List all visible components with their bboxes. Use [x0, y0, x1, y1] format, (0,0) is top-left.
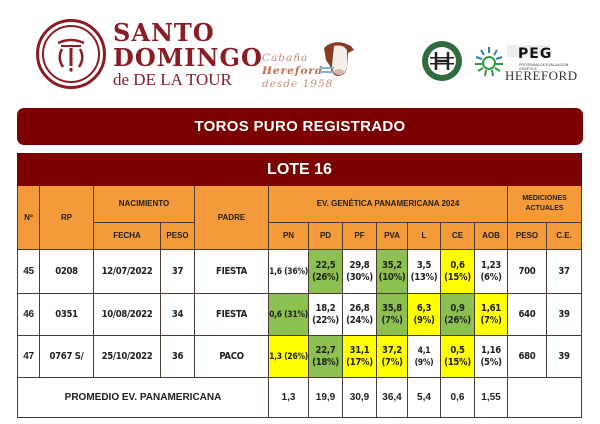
row-45-med-peso: 700	[508, 250, 547, 294]
header-mediciones-actuales: MEDICIONES ACTUALES	[508, 186, 582, 223]
cabana-hereford-logo: Cabaña Hereford desde 1958	[262, 52, 333, 91]
row-45-rp: 0208	[40, 250, 94, 294]
header-l: L	[408, 223, 441, 250]
promedio-ce: 0,6	[441, 378, 475, 418]
row-46-aob: 1,61 (7%)	[475, 294, 508, 336]
brand-title-line1: SANTO	[113, 18, 215, 47]
header-padre: PADRE	[195, 186, 269, 250]
brand-title: SANTO DOMINGO	[113, 20, 263, 70]
row-45-no: 45	[17, 250, 40, 294]
row-45-pva: 35,2 (10%)	[377, 250, 408, 294]
row-46-l: 6,3 (9%)	[408, 294, 441, 336]
row-45-aob: 1,23 (6%)	[475, 250, 508, 294]
row-46-ce: 0,9 (26%)	[441, 294, 475, 336]
promedio-pn: 1,3	[269, 378, 309, 418]
promedio-pd: 19,9	[309, 378, 343, 418]
row-47-aob: 1,16 (5%)	[475, 336, 508, 378]
header-pva: PVA	[377, 223, 408, 250]
row-47-fecha: 25/10/2022	[94, 336, 161, 378]
row-45-l: 3,5 (13%)	[408, 250, 441, 294]
row-46-no: 46	[17, 294, 40, 336]
row-46-pf: 26,8 (24%)	[343, 294, 377, 336]
row-47-rp: 0767 S/	[40, 336, 94, 378]
peg-hereford-logo-icon	[475, 45, 551, 77]
cabana-line2: Hereford	[262, 65, 324, 77]
row-47-ce: 0,5 (15%)	[441, 336, 475, 378]
row-46-pd: 18,2 (22%)	[309, 294, 343, 336]
promedio-l: 5,4	[408, 378, 441, 418]
promedio-pf: 30,9	[343, 378, 377, 418]
cabana-line1: Cabaña	[262, 52, 309, 64]
header-fecha: FECHA	[94, 223, 161, 250]
row-47-no: 47	[17, 336, 40, 378]
promedio-aob: 1,55	[475, 378, 508, 418]
promedio-pva: 36,4	[377, 378, 408, 418]
hereford-label: HEREFORD	[505, 68, 578, 83]
lote-header: LOTE 16	[17, 153, 582, 186]
brand-title-line2: DOMINGO	[113, 43, 263, 72]
cabana-line3: desde 1958	[262, 78, 334, 90]
header-pf: PF	[343, 223, 377, 250]
row-47-med-peso: 680	[508, 336, 547, 378]
row-45-pf: 29,8 (30%)	[343, 250, 377, 294]
row-45-ce: 0,6 (15%)	[441, 250, 475, 294]
row-45-padre: FIESTA	[195, 250, 269, 294]
header-ev-genetica: EV. GENÉTICA PANAMERICANA 2024	[269, 186, 508, 223]
row-47-l: 4,1 (9%)	[408, 336, 441, 378]
row-45-pn: 1,6 (36%)	[269, 250, 309, 294]
row-47-med-ce: 39	[547, 336, 582, 378]
hereford-cow-head-icon	[320, 42, 354, 76]
header-nacimiento: NACIMIENTO	[94, 186, 195, 223]
header-peso: PESO	[161, 223, 195, 250]
banner-title: TOROS PURO REGISTRADO	[194, 118, 406, 135]
header-ce: CE	[441, 223, 475, 250]
row-46-padre: FIESTA	[195, 294, 269, 336]
row-46-rp: 0351	[40, 294, 94, 336]
peg-subtitle: PROGRAMA DE EVALUACIÓN GENÉTICA	[519, 63, 569, 71]
lote-title: LOTE 16	[267, 160, 332, 178]
brand-emblem-icon	[57, 38, 85, 72]
row-45-fecha: 12/07/2022	[94, 250, 161, 294]
row-45-pd: 22,5 (26%)	[309, 250, 343, 294]
header-no: Nº	[17, 186, 40, 250]
brand-logo-inner-ring	[42, 25, 100, 83]
row-47-pd: 22,7 (18%)	[309, 336, 343, 378]
brand-subtitle: de DE LA TOUR	[113, 70, 232, 89]
title-banner: TOROS PURO REGISTRADO	[17, 108, 583, 145]
peg-label: PEG	[518, 46, 553, 62]
row-46-peso: 34	[161, 294, 195, 336]
row-46-pn: 0,6 (31%)	[269, 294, 309, 336]
brand-logo-outer-ring	[36, 19, 106, 89]
row-47-peso: 36	[161, 336, 195, 378]
header-pn: PN	[269, 223, 309, 250]
row-46-med-ce: 39	[547, 294, 582, 336]
row-45-med-ce: 37	[547, 250, 582, 294]
row-45-peso: 37	[161, 250, 195, 294]
header-rp: RP	[40, 186, 94, 250]
header-med-ce: C.E.	[547, 223, 582, 250]
header-med-peso: PESO	[508, 223, 547, 250]
promedio-empty	[508, 378, 582, 418]
row-47-padre: PACO	[195, 336, 269, 378]
row-46-pva: 35,8 (7%)	[377, 294, 408, 336]
row-46-med-peso: 640	[508, 294, 547, 336]
row-46-fecha: 10/08/2022	[94, 294, 161, 336]
row-47-pn: 1,3 (26%)	[269, 336, 309, 378]
hereford-association-logo-icon	[422, 41, 462, 81]
header-pd: PD	[309, 223, 343, 250]
header-aob: AOB	[475, 223, 508, 250]
row-47-pf: 31,1 (17%)	[343, 336, 377, 378]
row-47-pva: 37,2 (7%)	[377, 336, 408, 378]
promedio-label: PROMEDIO EV. PANAMERICANA	[17, 378, 269, 418]
